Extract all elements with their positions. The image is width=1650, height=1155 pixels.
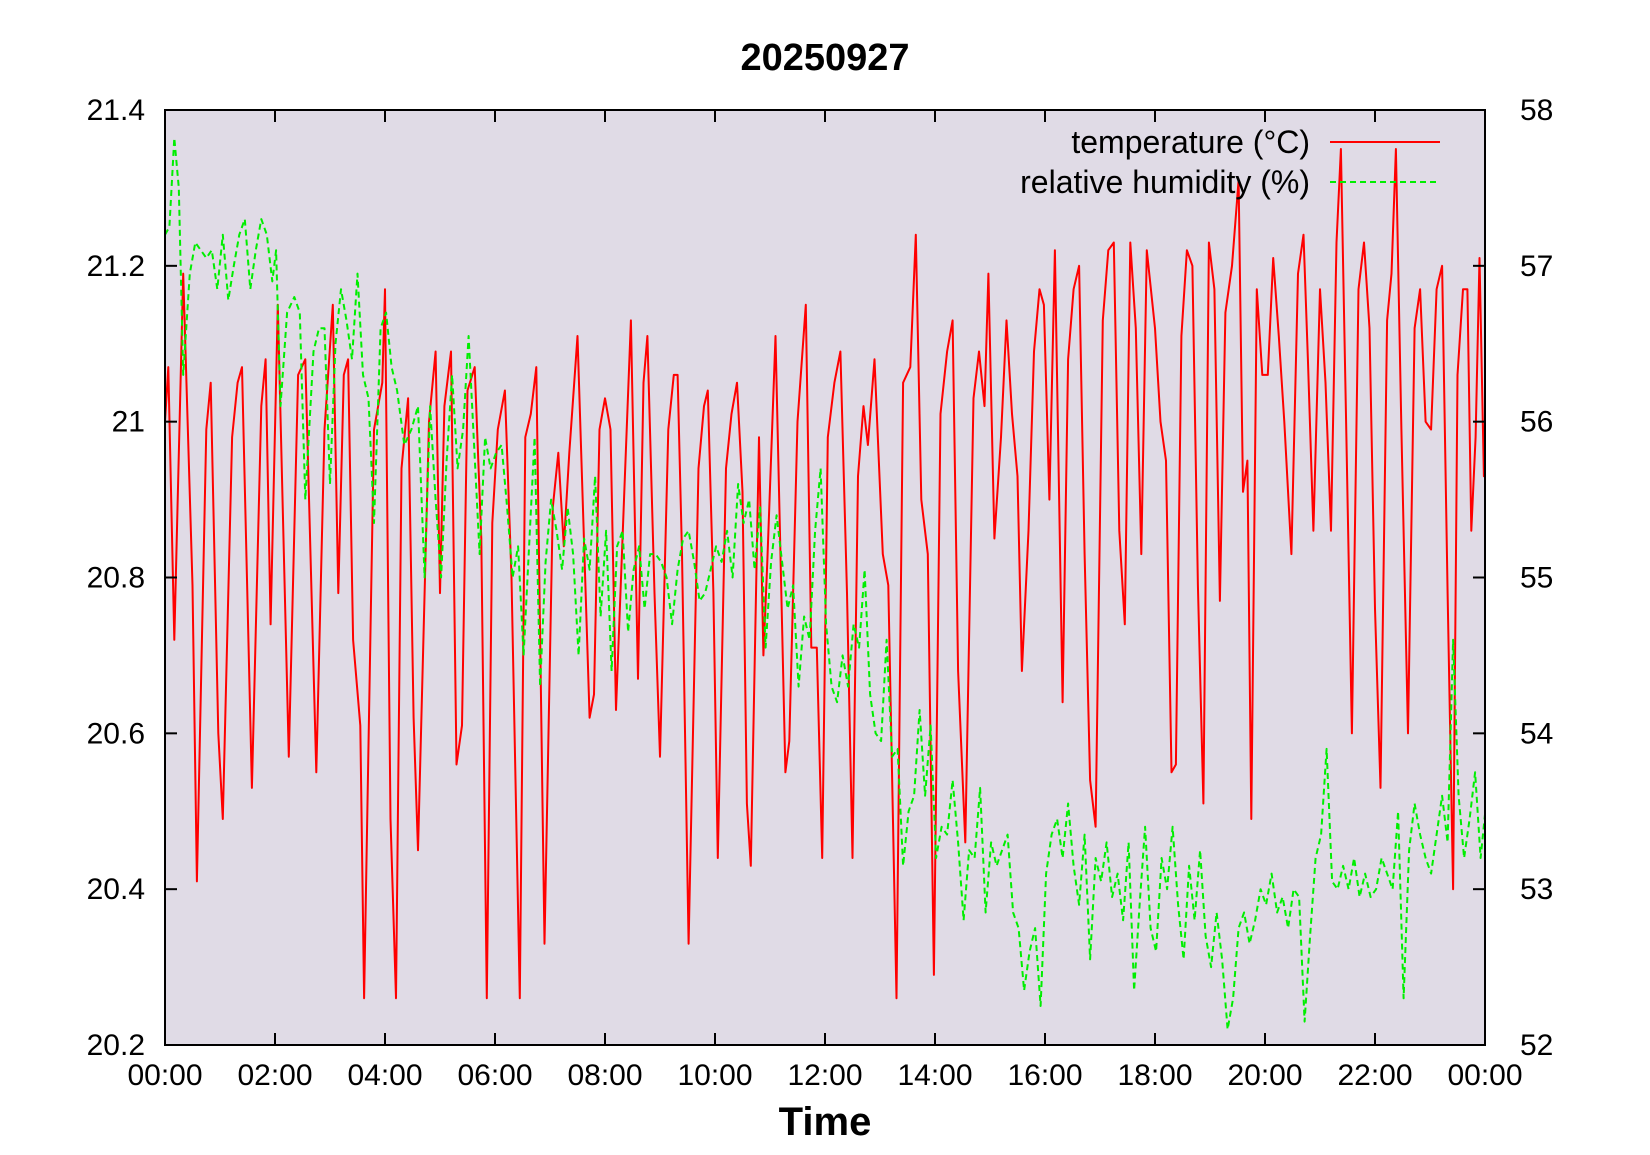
x-tick-label: 00:00 bbox=[127, 1059, 202, 1092]
x-tick-label: 14:00 bbox=[897, 1059, 972, 1092]
x-tick-label: 18:00 bbox=[1117, 1059, 1192, 1092]
x-axis-title: Time bbox=[779, 1100, 872, 1144]
y2-tick-label: 56 bbox=[1520, 406, 1553, 439]
x-tick-label: 06:00 bbox=[457, 1059, 532, 1092]
chart-title: 20250927 bbox=[740, 37, 909, 79]
y2-tick-label: 53 bbox=[1520, 873, 1553, 906]
series-layer bbox=[165, 137, 1485, 1031]
x-tick-label: 08:00 bbox=[567, 1059, 642, 1092]
legend-label-humidity: relative humidity (%) bbox=[1020, 164, 1310, 200]
x-tick-label: 02:00 bbox=[237, 1059, 312, 1092]
ticks-layer: 00:00 02:00 04:00 06:00 08:00 10:00 12:00 14:00… bbox=[87, 94, 1554, 1092]
y-tick-label: 20.6 bbox=[87, 717, 145, 750]
y-tick-label: 20.2 bbox=[87, 1029, 145, 1062]
series-line-temperature bbox=[165, 148, 1485, 1000]
y-tick-label: 20.8 bbox=[87, 562, 145, 595]
y2-tick-label: 52 bbox=[1520, 1029, 1553, 1062]
x-tick-label: 04:00 bbox=[347, 1059, 422, 1092]
x-tick-label: 16:00 bbox=[1007, 1059, 1082, 1092]
y2-tick-label: 55 bbox=[1520, 562, 1553, 595]
x-tick-label: 10:00 bbox=[677, 1059, 752, 1092]
y2-tick-label: 54 bbox=[1520, 717, 1553, 750]
y-tick-label: 20.4 bbox=[87, 873, 145, 906]
y-tick-label: 21 bbox=[112, 406, 145, 439]
series-line-humidity bbox=[165, 137, 1485, 1031]
y-tick-label: 21.2 bbox=[87, 250, 145, 283]
x-tick-label: 00:00 bbox=[1447, 1059, 1522, 1092]
legend: temperature (°C) relative humidity (%) bbox=[1020, 124, 1440, 200]
x-tick-label: 20:00 bbox=[1227, 1059, 1302, 1092]
legend-label-temperature: temperature (°C) bbox=[1071, 124, 1310, 160]
y2-tick-label: 57 bbox=[1520, 250, 1553, 283]
x-tick-label: 12:00 bbox=[787, 1059, 862, 1092]
x-tick-label: 22:00 bbox=[1337, 1059, 1412, 1092]
y2-tick-label: 58 bbox=[1520, 94, 1553, 127]
y-tick-label: 21.4 bbox=[87, 94, 145, 127]
